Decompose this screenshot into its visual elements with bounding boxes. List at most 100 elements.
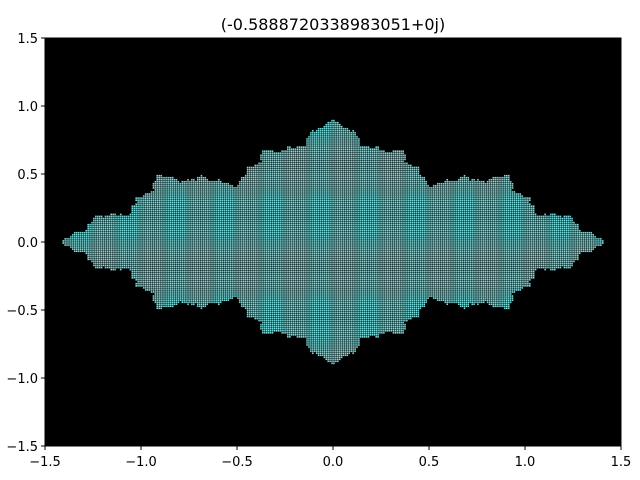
julia-cell (263, 254, 266, 257)
julia-cell (261, 225, 265, 228)
julia-cell (232, 276, 236, 279)
julia-cell (165, 229, 169, 232)
julia-cell (221, 294, 224, 298)
julia-cell (204, 227, 207, 230)
julia-cell (163, 298, 167, 302)
julia-cell (223, 205, 226, 208)
julia-cell (252, 176, 255, 179)
julia-cell (142, 260, 146, 263)
julia-cell (256, 203, 259, 206)
julia-cell (238, 190, 242, 194)
julia-cell (192, 237, 195, 241)
julia-cell (146, 274, 149, 277)
julia-cell (221, 239, 224, 243)
julia-cell (261, 286, 265, 290)
julia-cell (208, 227, 211, 230)
julia-cell (242, 203, 245, 206)
julia-cell (181, 247, 184, 251)
julia-cell (163, 231, 167, 235)
julia-cell (90, 260, 94, 263)
julia-cell (167, 237, 170, 241)
julia-cell (156, 300, 159, 304)
julia-cell (160, 201, 163, 204)
julia-cell (236, 211, 240, 214)
julia-cell (225, 252, 228, 255)
julia-cell (217, 178, 220, 181)
julia-cell (196, 188, 199, 192)
julia-cell (125, 241, 128, 245)
julia-cell (194, 280, 197, 283)
julia-cell (215, 258, 218, 261)
julia-cell (190, 268, 194, 271)
julia-cell (106, 233, 109, 237)
julia-cell (254, 223, 257, 226)
julia-cell (113, 252, 117, 255)
julia-cell (183, 254, 186, 257)
julia-cell (250, 184, 253, 188)
julia-cell (119, 245, 122, 249)
julia-cell (259, 233, 263, 237)
julia-cell (156, 241, 159, 245)
julia-cell (135, 268, 138, 271)
julia-cell (152, 256, 155, 259)
julia-cell (142, 280, 146, 283)
julia-cell (69, 235, 73, 239)
julia-cell (225, 209, 228, 212)
julia-cell (156, 272, 159, 275)
julia-cell (204, 194, 207, 198)
julia-cell (229, 245, 232, 249)
julia-cell (250, 196, 253, 200)
chart-title: (-0.5888720338983051+0j) (221, 15, 445, 34)
julia-cell (231, 201, 234, 204)
julia-cell (257, 229, 261, 232)
julia-cell (256, 196, 259, 200)
julia-cell (254, 227, 257, 230)
julia-cell (85, 252, 88, 255)
julia-cell (244, 258, 247, 261)
julia-cell (263, 225, 266, 228)
julia-cell (254, 317, 257, 320)
julia-cell (261, 303, 265, 306)
julia-cell (219, 192, 222, 196)
julia-cell (138, 272, 142, 275)
julia-cell (248, 180, 251, 184)
julia-cell (219, 292, 222, 296)
julia-cell (161, 300, 165, 304)
julia-cell (140, 201, 144, 204)
julia-cell (200, 268, 203, 271)
julia-cell (113, 233, 117, 237)
julia-cell (242, 294, 245, 298)
julia-cell (119, 266, 122, 269)
julia-cell (242, 198, 245, 202)
julia-cell (217, 280, 220, 283)
julia-cell (231, 235, 234, 239)
julia-cell (215, 298, 218, 302)
julia-cell (213, 227, 217, 230)
julia-cell (121, 225, 124, 228)
julia-cell (194, 235, 197, 239)
julia-cell (90, 233, 94, 237)
julia-cell (167, 221, 170, 224)
julia-cell (135, 254, 138, 257)
julia-cell (165, 219, 169, 222)
julia-cell (161, 229, 165, 232)
julia-cell (186, 272, 190, 275)
julia-cell (227, 268, 230, 271)
julia-cell (261, 296, 265, 300)
julia-cell (252, 205, 255, 208)
julia-cell (104, 237, 107, 241)
julia-cell (92, 241, 96, 245)
julia-cell (127, 239, 130, 243)
julia-cell (231, 266, 234, 269)
julia-cell (171, 286, 174, 290)
julia-cell (257, 233, 261, 237)
julia-cell (246, 211, 249, 214)
julia-cell (133, 241, 136, 245)
julia-cell (175, 303, 178, 306)
julia-cell (265, 156, 268, 159)
julia-cell (171, 264, 174, 267)
julia-cell (115, 231, 119, 235)
julia-cell (213, 258, 217, 261)
julia-cell (208, 270, 211, 273)
julia-cell (121, 233, 124, 237)
